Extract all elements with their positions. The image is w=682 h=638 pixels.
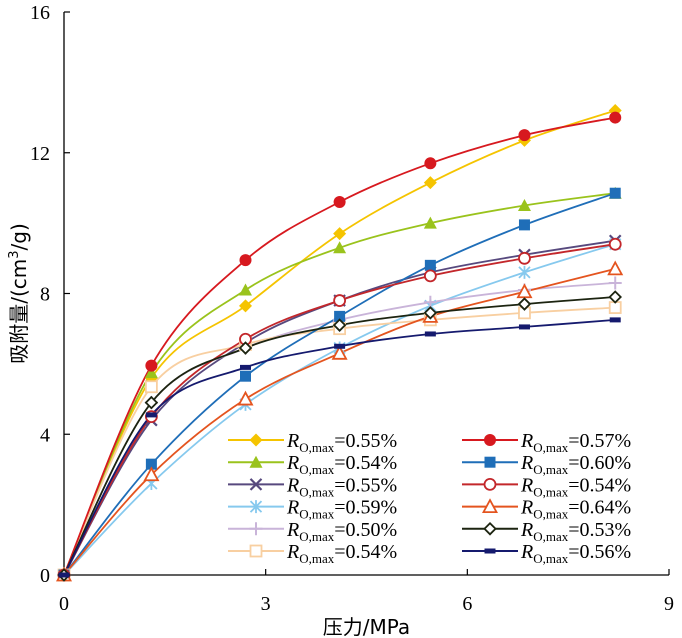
- legend-marker: [249, 478, 263, 491]
- legend-label: RO,max=0.55%: [286, 474, 397, 499]
- legend-label: RO,max=0.54%: [520, 474, 631, 499]
- data-point-series-10: [607, 260, 624, 276]
- data-point-series-11: [144, 395, 159, 410]
- legend-marker: [481, 498, 499, 513]
- x-tick-label: 0: [59, 593, 69, 615]
- legend-marker: [249, 433, 263, 447]
- data-point-series-12: [334, 343, 346, 349]
- data-point-series-4: [518, 265, 531, 279]
- legend-item-6: RO,max=0.54%: [228, 541, 397, 566]
- data-point-series-7: [518, 129, 531, 142]
- legend-marker: [249, 522, 263, 536]
- legend-item-1: RO,max=0.55%: [228, 430, 397, 455]
- data-point-series-8: [240, 370, 251, 382]
- x-tick-label: 6: [462, 593, 472, 615]
- y-axis-title: 吸附量/(cm3/g): [7, 223, 31, 364]
- x-axis-title: 压力/MPa: [323, 615, 410, 638]
- legend-label: RO,max=0.57%: [520, 430, 631, 455]
- legend-label: RO,max=0.60%: [520, 452, 631, 477]
- legend-item-10: RO,max=0.64%: [462, 497, 631, 522]
- data-point-series-12: [240, 364, 251, 370]
- y-tick-label: 8: [40, 284, 50, 306]
- x-tick-label: 9: [664, 593, 674, 615]
- legend-marker: [249, 455, 263, 468]
- series-markers: [55, 104, 624, 582]
- y-tick-label: 12: [30, 143, 50, 165]
- legend-label: RO,max=0.55%: [286, 430, 397, 455]
- data-point-series-6: [144, 380, 158, 394]
- data-point-series-8: [424, 259, 436, 271]
- legend-label: RO,max=0.59%: [286, 497, 397, 522]
- legend-item-3: RO,max=0.55%: [228, 474, 397, 499]
- data-point-series-12: [518, 324, 530, 330]
- y-tick-label: 16: [30, 2, 50, 24]
- legend: RO,max=0.55%RO,max=0.54%RO,max=0.55%RO,m…: [228, 430, 631, 566]
- data-point-series-10: [331, 344, 348, 360]
- data-point-series-7: [424, 157, 437, 170]
- data-point-series-7: [145, 359, 158, 372]
- data-point-series-7: [239, 254, 252, 267]
- legend-marker: [484, 456, 496, 468]
- legend-item-4: RO,max=0.59%: [228, 497, 397, 522]
- x-tick-label: 3: [261, 593, 271, 615]
- legend-label: RO,max=0.56%: [520, 541, 631, 566]
- data-point-series-8: [518, 219, 530, 231]
- data-point-series-9: [518, 251, 531, 265]
- data-point-series-9: [423, 269, 437, 283]
- data-point-series-1: [333, 227, 347, 241]
- series-line-1: [63, 109, 616, 576]
- data-point-series-11: [332, 318, 347, 332]
- data-point-series-2: [239, 283, 252, 296]
- legend-item-7: RO,max=0.57%: [462, 430, 631, 455]
- data-point-series-5: [608, 276, 622, 290]
- data-point-series-9: [333, 294, 347, 307]
- data-point-series-2: [144, 366, 158, 379]
- data-point-series-1: [423, 176, 437, 190]
- data-point-series-8: [334, 310, 346, 322]
- data-point-series-12: [58, 572, 70, 578]
- legend-label: RO,max=0.54%: [286, 452, 397, 477]
- data-point-series-11: [238, 341, 253, 355]
- data-point-series-2: [517, 199, 531, 212]
- legend-marker: [483, 477, 497, 491]
- y-tick-label: 0: [40, 565, 50, 587]
- data-point-series-12: [424, 331, 436, 337]
- y-tick-label: 4: [40, 424, 50, 446]
- legend-label: RO,max=0.50%: [286, 519, 397, 544]
- legend-item-9: RO,max=0.54%: [462, 474, 631, 499]
- data-point-series-10: [237, 390, 254, 406]
- legend-label: RO,max=0.64%: [520, 497, 631, 522]
- legend-marker: [483, 522, 497, 536]
- data-point-series-12: [145, 412, 157, 418]
- data-point-series-8: [145, 458, 157, 470]
- legend-label: RO,max=0.54%: [286, 541, 397, 566]
- legend-label: RO,max=0.53%: [520, 519, 631, 544]
- data-point-series-10: [516, 283, 533, 299]
- data-point-series-2: [423, 216, 437, 229]
- legend-item-12: RO,max=0.56%: [462, 541, 631, 566]
- legend-item-11: RO,max=0.53%: [462, 519, 631, 544]
- data-point-series-7: [333, 196, 346, 209]
- data-point-series-12: [609, 317, 621, 323]
- legend-marker: [249, 500, 263, 514]
- data-point-series-9: [608, 237, 622, 251]
- data-point-series-1: [239, 299, 252, 313]
- data-point-series-11: [517, 297, 532, 311]
- axes: 0 4 8 12 16 0 3 6 9 压力/MPa 吸附量/(cm3/g): [7, 2, 674, 638]
- data-point-series-10: [143, 466, 160, 482]
- legend-item-5: RO,max=0.50%: [228, 519, 397, 544]
- legend-marker: [249, 544, 263, 558]
- data-point-series-8: [609, 187, 621, 199]
- data-point-series-11: [608, 290, 622, 304]
- legend-marker: [484, 548, 496, 554]
- legend-item-8: RO,max=0.60%: [462, 452, 631, 477]
- legend-item-2: RO,max=0.54%: [228, 452, 397, 477]
- data-point-series-2: [333, 241, 347, 254]
- data-point-series-7: [609, 111, 622, 124]
- data-point-series-11: [423, 306, 438, 320]
- legend-marker: [484, 434, 496, 446]
